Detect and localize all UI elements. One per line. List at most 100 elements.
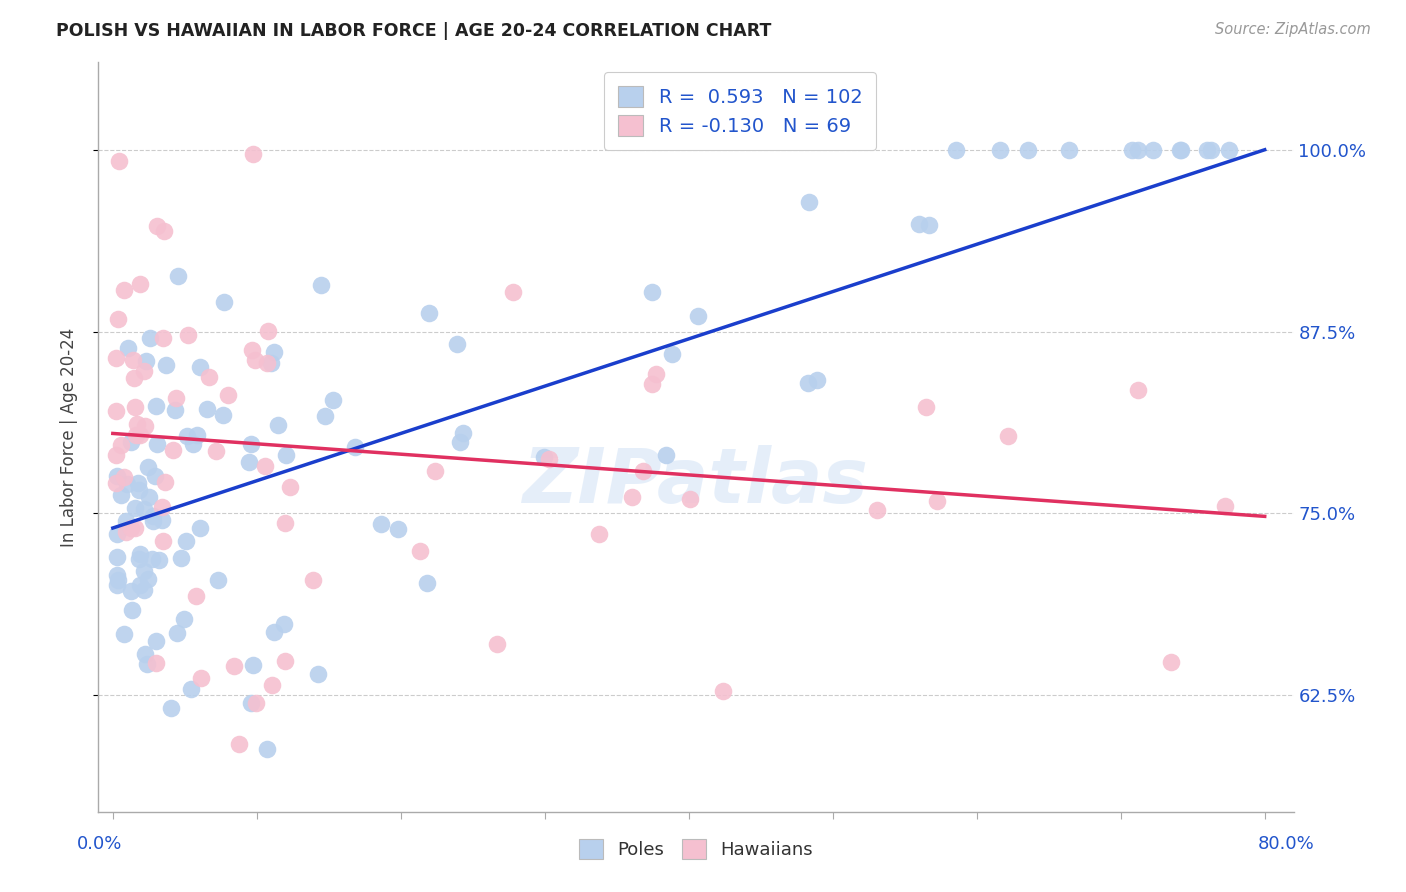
Point — [174, 533, 197, 548]
Point — [588, 527, 610, 541]
Point — [134, 501, 156, 516]
Point — [238, 455, 260, 469]
Point — [105, 549, 128, 564]
Point — [186, 428, 208, 442]
Text: Source: ZipAtlas.com: Source: ZipAtlas.com — [1215, 22, 1371, 37]
Point — [256, 324, 278, 338]
Point — [120, 435, 142, 450]
Point — [132, 564, 155, 578]
Point — [925, 494, 948, 508]
Point — [222, 658, 245, 673]
Point — [134, 647, 156, 661]
Point — [387, 522, 409, 536]
Point — [918, 218, 941, 232]
Point — [907, 217, 929, 231]
Point — [124, 520, 146, 534]
Point — [1170, 143, 1192, 157]
Point — [136, 572, 159, 586]
Point — [1160, 655, 1182, 669]
Point — [641, 285, 664, 299]
Point — [309, 278, 332, 293]
Point — [128, 427, 150, 442]
Point — [146, 437, 169, 451]
Point — [502, 285, 524, 299]
Point — [110, 438, 132, 452]
Point — [645, 367, 668, 381]
Point — [136, 459, 159, 474]
Point — [145, 656, 167, 670]
Point — [679, 491, 702, 506]
Point — [176, 428, 198, 442]
Point — [307, 667, 329, 681]
Point — [145, 219, 167, 233]
Point — [114, 524, 136, 539]
Point — [655, 448, 678, 462]
Point — [115, 476, 138, 491]
Point — [132, 583, 155, 598]
Point — [124, 500, 146, 515]
Text: ZIPatlas: ZIPatlas — [523, 445, 869, 519]
Legend: Poles, Hawaiians: Poles, Hawaiians — [572, 832, 820, 866]
Point — [107, 573, 129, 587]
Point — [110, 488, 132, 502]
Point — [150, 513, 173, 527]
Point — [120, 583, 142, 598]
Point — [148, 552, 170, 566]
Point — [104, 351, 127, 365]
Point — [125, 427, 148, 442]
Point — [128, 578, 150, 592]
Y-axis label: In Labor Force | Age 20-24: In Labor Force | Age 20-24 — [59, 327, 77, 547]
Point — [134, 419, 156, 434]
Point — [418, 306, 440, 320]
Point — [188, 521, 211, 535]
Point — [205, 444, 228, 458]
Point — [177, 328, 200, 343]
Point — [155, 359, 177, 373]
Point — [128, 552, 150, 566]
Point — [152, 533, 174, 548]
Point — [240, 437, 263, 451]
Point — [242, 146, 264, 161]
Point — [121, 352, 143, 367]
Point — [108, 153, 131, 168]
Point — [537, 451, 560, 466]
Point — [188, 360, 211, 375]
Point — [212, 295, 235, 310]
Point — [139, 331, 162, 345]
Point — [423, 463, 446, 477]
Point — [621, 490, 644, 504]
Point — [145, 633, 167, 648]
Point — [274, 448, 297, 462]
Point — [242, 657, 264, 672]
Point — [122, 371, 145, 385]
Point — [228, 737, 250, 751]
Point — [988, 143, 1011, 157]
Point — [120, 521, 142, 535]
Point — [263, 345, 285, 359]
Point — [661, 347, 683, 361]
Point — [166, 625, 188, 640]
Point — [104, 476, 127, 491]
Point — [114, 470, 136, 484]
Point — [641, 376, 664, 391]
Point — [797, 195, 820, 210]
Point — [127, 417, 149, 431]
Point — [997, 428, 1019, 442]
Point — [153, 224, 176, 238]
Point — [273, 617, 295, 632]
Point — [145, 400, 167, 414]
Point — [243, 353, 266, 368]
Text: 80.0%: 80.0% — [1258, 835, 1315, 853]
Point — [197, 369, 219, 384]
Point — [485, 636, 508, 650]
Point — [127, 475, 149, 490]
Point — [138, 491, 160, 505]
Point — [688, 309, 710, 323]
Point — [104, 404, 127, 418]
Point — [152, 331, 174, 345]
Point — [245, 696, 267, 710]
Point — [1197, 143, 1219, 157]
Point — [163, 402, 186, 417]
Point — [711, 683, 734, 698]
Text: POLISH VS HAWAIIAN IN LABOR FORCE | AGE 20-24 CORRELATION CHART: POLISH VS HAWAIIAN IN LABOR FORCE | AGE … — [56, 22, 772, 40]
